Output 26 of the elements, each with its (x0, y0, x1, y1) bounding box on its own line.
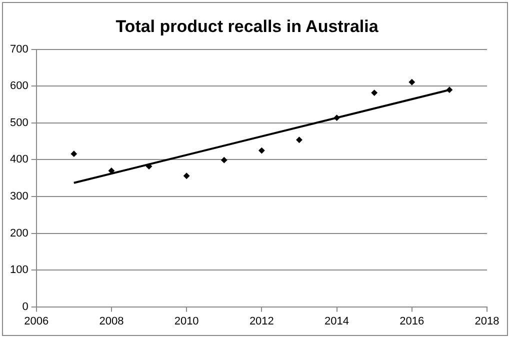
x-tick-label: 2008 (99, 315, 124, 328)
y-tick-label: 0 (22, 300, 28, 313)
x-tick-label: 2016 (400, 315, 424, 328)
x-tick-label: 2010 (174, 315, 199, 328)
chart-title: Total product recalls in Australia (116, 16, 379, 36)
y-tick-label: 700 (10, 43, 28, 56)
y-tick-label: 100 (10, 264, 28, 276)
point (258, 148, 265, 154)
y-tick-label: 300 (10, 190, 28, 203)
point (70, 150, 77, 157)
point (334, 114, 340, 121)
x-tick-label: 2006 (24, 315, 49, 328)
y-tick-label: 200 (10, 227, 28, 240)
point (296, 136, 302, 143)
x-tick-label: 2018 (474, 315, 500, 328)
point (371, 90, 378, 96)
y-tick-label: 400 (10, 154, 28, 166)
point (446, 86, 452, 93)
point (408, 79, 415, 86)
point (146, 163, 152, 170)
y-tick-label: 500 (10, 116, 28, 129)
point (221, 157, 228, 164)
y-tick-label: 600 (10, 80, 28, 92)
point (184, 172, 190, 179)
x-tick-label: 2012 (249, 315, 274, 328)
x-tick-label: 2014 (324, 315, 350, 328)
